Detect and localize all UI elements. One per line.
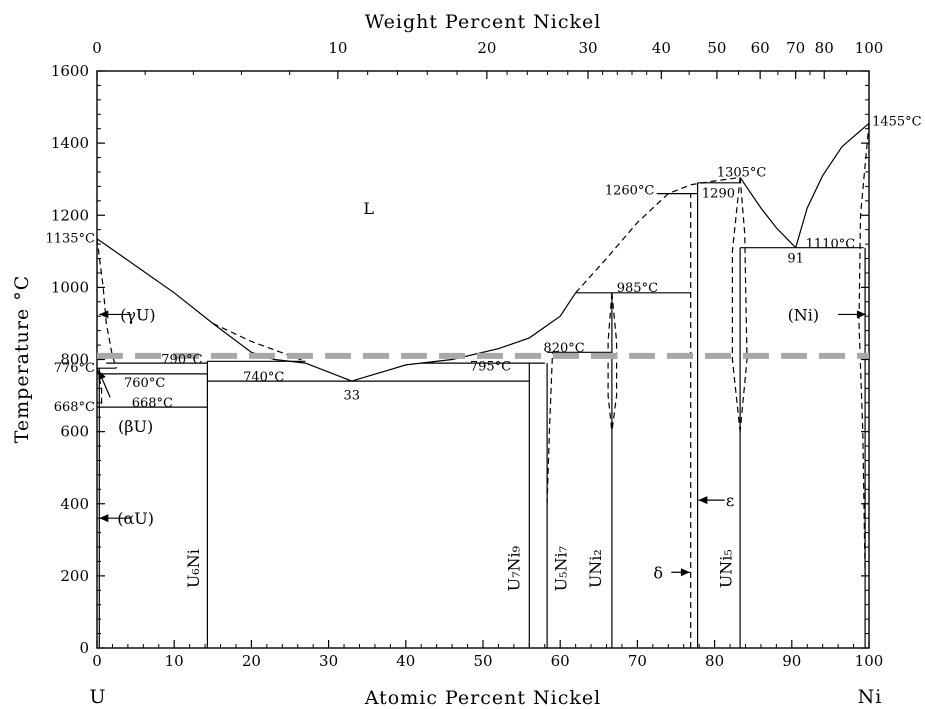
dashed-line-gamma-solvus xyxy=(96,238,117,369)
compound-label: U₆Ni xyxy=(184,549,203,588)
y-tick-label: 1200 xyxy=(51,206,89,224)
x-axis-title: Atomic Percent Nickel xyxy=(364,687,601,709)
end-label-left: U xyxy=(89,686,106,708)
x-tick-label: 80 xyxy=(705,652,724,670)
dashed-line-UNi5-solvus-left xyxy=(731,177,741,432)
temperature-annotation: 776°C xyxy=(54,361,95,376)
compound-label: U₅Ni₇ xyxy=(551,546,570,591)
y-axis-title: Temperature °C xyxy=(11,275,33,444)
temperature-annotation: 790°C xyxy=(161,353,202,368)
x2-tick-label: 50 xyxy=(707,39,726,57)
dashed-line-U5Ni7-solvus xyxy=(546,352,554,504)
temperature-annotation: 1290 xyxy=(702,187,735,202)
dashed-line-UNi2-solvus-right xyxy=(611,292,618,432)
annotations: 1135°C 776°C 668°C 790°C 760°C 668°C 740°C 33 79… xyxy=(45,114,921,591)
temperature-annotation: 91 xyxy=(787,252,804,267)
x-tick-label: 60 xyxy=(551,652,570,670)
temperature-annotation: 1455°C xyxy=(872,114,922,129)
y-tick-label: 0 xyxy=(79,639,89,657)
x-tick-label: 0 xyxy=(92,652,102,670)
dashed-line-liquidus-dashed-high xyxy=(575,176,741,294)
y-tick-label: 1400 xyxy=(51,134,89,152)
phase-label: ε xyxy=(726,491,734,510)
phase-label: (αU) xyxy=(117,509,154,528)
temperature-annotation: 795°C xyxy=(470,360,511,375)
compound-label: U₇Ni₉ xyxy=(504,545,523,591)
solid-line-liquidus-eutectic-rise xyxy=(351,292,577,382)
arrow-head xyxy=(99,310,109,319)
x2-tick-label: 20 xyxy=(477,39,496,57)
dashed-line-Ni-solvus-dashed xyxy=(858,123,870,576)
temperature-annotation: 760°C xyxy=(124,376,165,391)
x-tick-label: 70 xyxy=(628,652,647,670)
phase-label: (βU) xyxy=(118,417,153,436)
temperature-annotation: 985°C xyxy=(617,281,658,296)
x2-tick-label: 30 xyxy=(578,39,597,57)
phase-label: δ xyxy=(653,563,663,582)
arrow-head xyxy=(856,310,866,319)
y-tick-label: 800 xyxy=(60,351,89,369)
x-tick-label: 20 xyxy=(242,652,261,670)
compound-label: UNi₅ xyxy=(717,549,736,588)
temperature-annotation: 740°C xyxy=(243,370,284,385)
x-tick-label: 50 xyxy=(473,652,492,670)
temperature-annotation: 1135°C xyxy=(45,232,95,247)
x-tick-label: 40 xyxy=(396,652,415,670)
x2-tick-label: 10 xyxy=(328,39,347,57)
x2-axis-title: Weight Percent Nickel xyxy=(365,11,602,33)
temperature-annotation: 668°C xyxy=(132,396,173,411)
y-tick-label: 200 xyxy=(60,567,89,585)
x2-tick-label: 60 xyxy=(751,39,770,57)
phase-label: (Ni) xyxy=(788,305,820,324)
y-tick-label: 600 xyxy=(60,423,89,441)
x-tick-label: 30 xyxy=(319,652,338,670)
end-label-right: Ni xyxy=(858,686,883,708)
solid-line-liquidus-Ni xyxy=(795,122,870,248)
arrow-head xyxy=(99,514,109,523)
dashed-line-UNi5-solvus-right xyxy=(739,177,748,432)
axis-ticks: 0 10 20 30 40 50 60 70 80 90 1000 10 20 30 40 50 60 70 80 1… xyxy=(51,39,884,670)
arrow-head xyxy=(698,496,708,505)
dashed-line-gamma-solidus-low xyxy=(96,368,103,408)
solid-line-liquidus-UNi5 xyxy=(739,177,797,249)
x2-tick-label: 0 xyxy=(92,39,102,57)
temperature-annotation: 1260°C xyxy=(605,184,655,199)
phase-boundaries xyxy=(96,122,870,648)
x-tick-label: 10 xyxy=(165,652,184,670)
x2-tick-label: 70 xyxy=(786,39,805,57)
compound-label: UNi₂ xyxy=(586,549,605,588)
x-tick-label: 100 xyxy=(855,652,884,670)
temperature-annotation: 1110°C xyxy=(806,237,856,252)
x2-tick-label: 80 xyxy=(815,39,834,57)
dashed-line-UNi2-solvus-left xyxy=(607,292,613,432)
y-tick-label: 1600 xyxy=(51,62,89,80)
y-tick-label: 1000 xyxy=(51,278,89,296)
y-tick-label: 400 xyxy=(60,495,89,513)
temperature-annotation: 33 xyxy=(343,389,360,404)
solid-line-liquidus-U-rich xyxy=(96,238,353,382)
arrow-head xyxy=(680,568,690,577)
x-tick-label: 90 xyxy=(782,652,801,670)
x2-tick-label: 40 xyxy=(652,39,671,57)
phase-label: L xyxy=(363,199,374,218)
temperature-annotation: 820°C xyxy=(543,341,584,356)
arrow-head xyxy=(98,370,106,381)
x2-tick-label: 100 xyxy=(855,39,884,57)
temperature-annotation: 1305°C xyxy=(717,166,767,181)
phase-label: (γU) xyxy=(120,305,156,324)
temperature-annotation: 668°C xyxy=(54,400,95,415)
